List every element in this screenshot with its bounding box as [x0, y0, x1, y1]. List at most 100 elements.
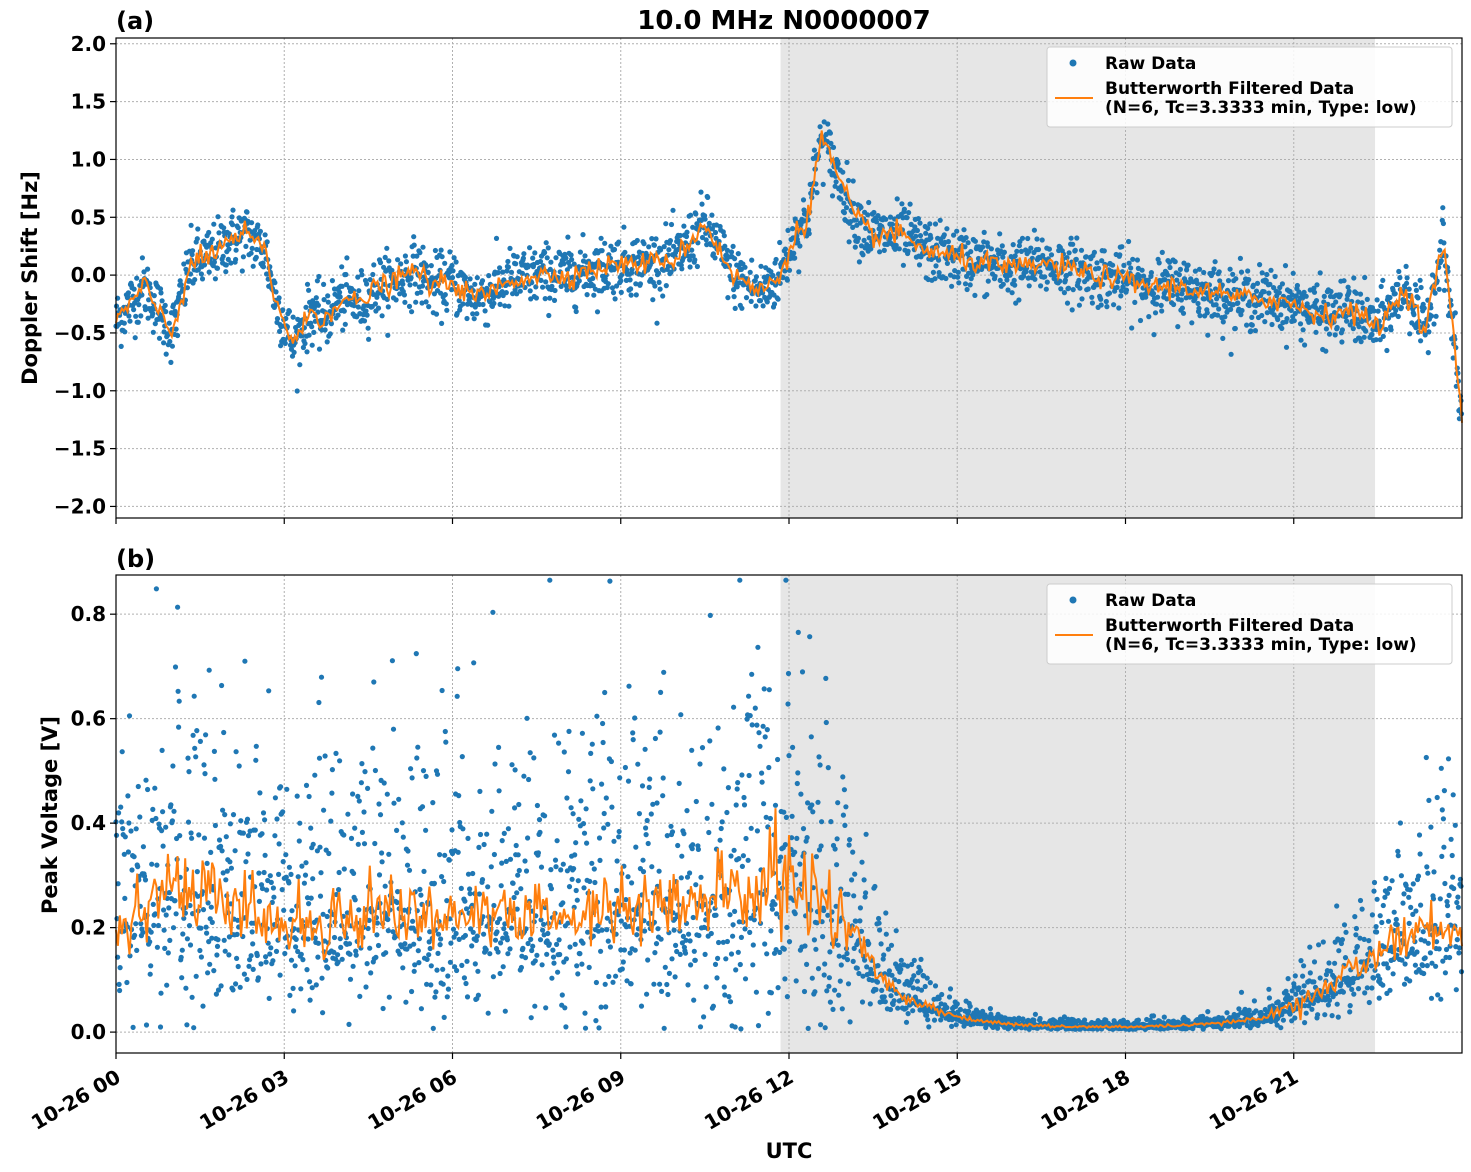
raw-data-point	[1321, 293, 1327, 299]
raw-data-point	[874, 979, 881, 985]
raw-data-point	[353, 952, 359, 958]
raw-data-point	[760, 723, 766, 729]
raw-data-point	[655, 270, 662, 276]
raw-data-point	[1266, 995, 1272, 1001]
raw-data-point	[376, 801, 382, 807]
raw-data-point	[566, 884, 573, 890]
raw-data-point	[315, 940, 321, 946]
raw-data-point	[449, 275, 456, 281]
raw-data-point	[746, 693, 752, 699]
raw-data-point	[309, 324, 315, 330]
raw-data-point	[310, 841, 316, 847]
raw-data-point	[825, 121, 831, 127]
raw-data-point	[308, 825, 314, 831]
raw-data-point	[1014, 248, 1020, 254]
raw-data-point	[304, 967, 310, 973]
raw-data-point	[883, 931, 889, 937]
raw-data-point	[608, 758, 615, 765]
raw-data-point	[851, 893, 857, 899]
raw-data-point	[768, 928, 774, 934]
raw-data-point	[1103, 298, 1109, 305]
raw-data-point	[836, 953, 842, 959]
raw-data-point	[1171, 301, 1177, 308]
raw-data-point	[339, 264, 345, 270]
raw-data-point	[888, 942, 895, 948]
raw-data-point	[575, 878, 581, 884]
raw-data-point	[376, 872, 383, 878]
raw-data-point	[916, 262, 923, 268]
raw-data-point	[1380, 277, 1386, 283]
raw-data-point	[997, 231, 1003, 237]
raw-data-point	[403, 999, 409, 1005]
raw-data-point	[859, 999, 866, 1005]
raw-data-point	[496, 788, 502, 794]
raw-data-point	[206, 269, 212, 275]
raw-data-point	[742, 926, 748, 932]
raw-data-point	[283, 852, 289, 858]
raw-data-point	[665, 991, 671, 998]
raw-data-point	[159, 747, 165, 754]
raw-data-point	[1161, 1014, 1167, 1020]
raw-data-point	[306, 332, 312, 338]
raw-data-point	[304, 349, 310, 355]
raw-data-point	[739, 863, 746, 870]
raw-data-point	[298, 951, 304, 957]
raw-data-point	[693, 211, 699, 217]
legend-filtered-label: Butterworth Filtered Data	[1105, 79, 1354, 99]
y-tick-label: −1.0	[54, 379, 106, 403]
raw-data-point	[276, 841, 282, 847]
raw-data-point	[201, 262, 208, 268]
raw-data-point	[374, 294, 380, 300]
raw-data-point	[742, 976, 749, 982]
raw-data-point	[154, 944, 160, 950]
raw-data-point	[464, 315, 470, 322]
raw-data-point	[1150, 291, 1157, 297]
raw-data-point	[656, 279, 662, 285]
raw-data-point	[534, 952, 540, 958]
raw-data-point	[339, 956, 345, 962]
raw-data-point	[228, 260, 234, 266]
raw-data-point	[609, 285, 616, 291]
raw-data-point	[715, 725, 721, 731]
raw-data-point	[243, 859, 249, 865]
raw-data-point	[850, 224, 856, 230]
raw-data-point	[747, 269, 753, 275]
raw-data-point	[1280, 1017, 1286, 1023]
raw-data-point	[987, 1006, 994, 1012]
raw-data-point	[1278, 1025, 1284, 1031]
raw-data-point	[1396, 268, 1402, 275]
raw-data-point	[385, 304, 391, 310]
raw-data-point	[690, 842, 696, 848]
raw-data-point	[205, 970, 211, 976]
raw-data-point	[125, 849, 131, 855]
raw-data-point	[1302, 1020, 1308, 1026]
raw-data-point	[637, 281, 644, 287]
raw-data-point	[692, 257, 698, 263]
raw-data-point	[135, 783, 141, 790]
raw-data-point	[173, 326, 179, 332]
raw-data-point	[695, 846, 702, 853]
raw-data-point	[778, 854, 784, 860]
raw-data-point	[733, 802, 739, 808]
raw-data-point	[294, 388, 300, 394]
raw-data-point	[1332, 332, 1338, 338]
raw-data-point	[453, 930, 459, 937]
raw-data-point	[775, 296, 781, 302]
raw-data-point	[356, 798, 362, 804]
raw-data-point	[800, 197, 807, 203]
raw-data-point	[255, 222, 261, 228]
raw-data-point	[612, 296, 618, 302]
raw-data-point	[536, 817, 543, 823]
raw-data-point	[712, 255, 718, 261]
raw-data-point	[159, 298, 165, 304]
raw-data-point	[1091, 249, 1097, 255]
raw-data-point	[160, 843, 166, 849]
raw-data-point	[383, 950, 389, 956]
raw-data-point	[449, 827, 455, 833]
raw-data-point	[433, 311, 440, 317]
raw-data-point	[891, 998, 897, 1004]
raw-data-point	[811, 937, 818, 943]
raw-data-point	[999, 243, 1005, 249]
raw-data-point	[804, 961, 810, 968]
raw-data-point	[797, 243, 803, 249]
